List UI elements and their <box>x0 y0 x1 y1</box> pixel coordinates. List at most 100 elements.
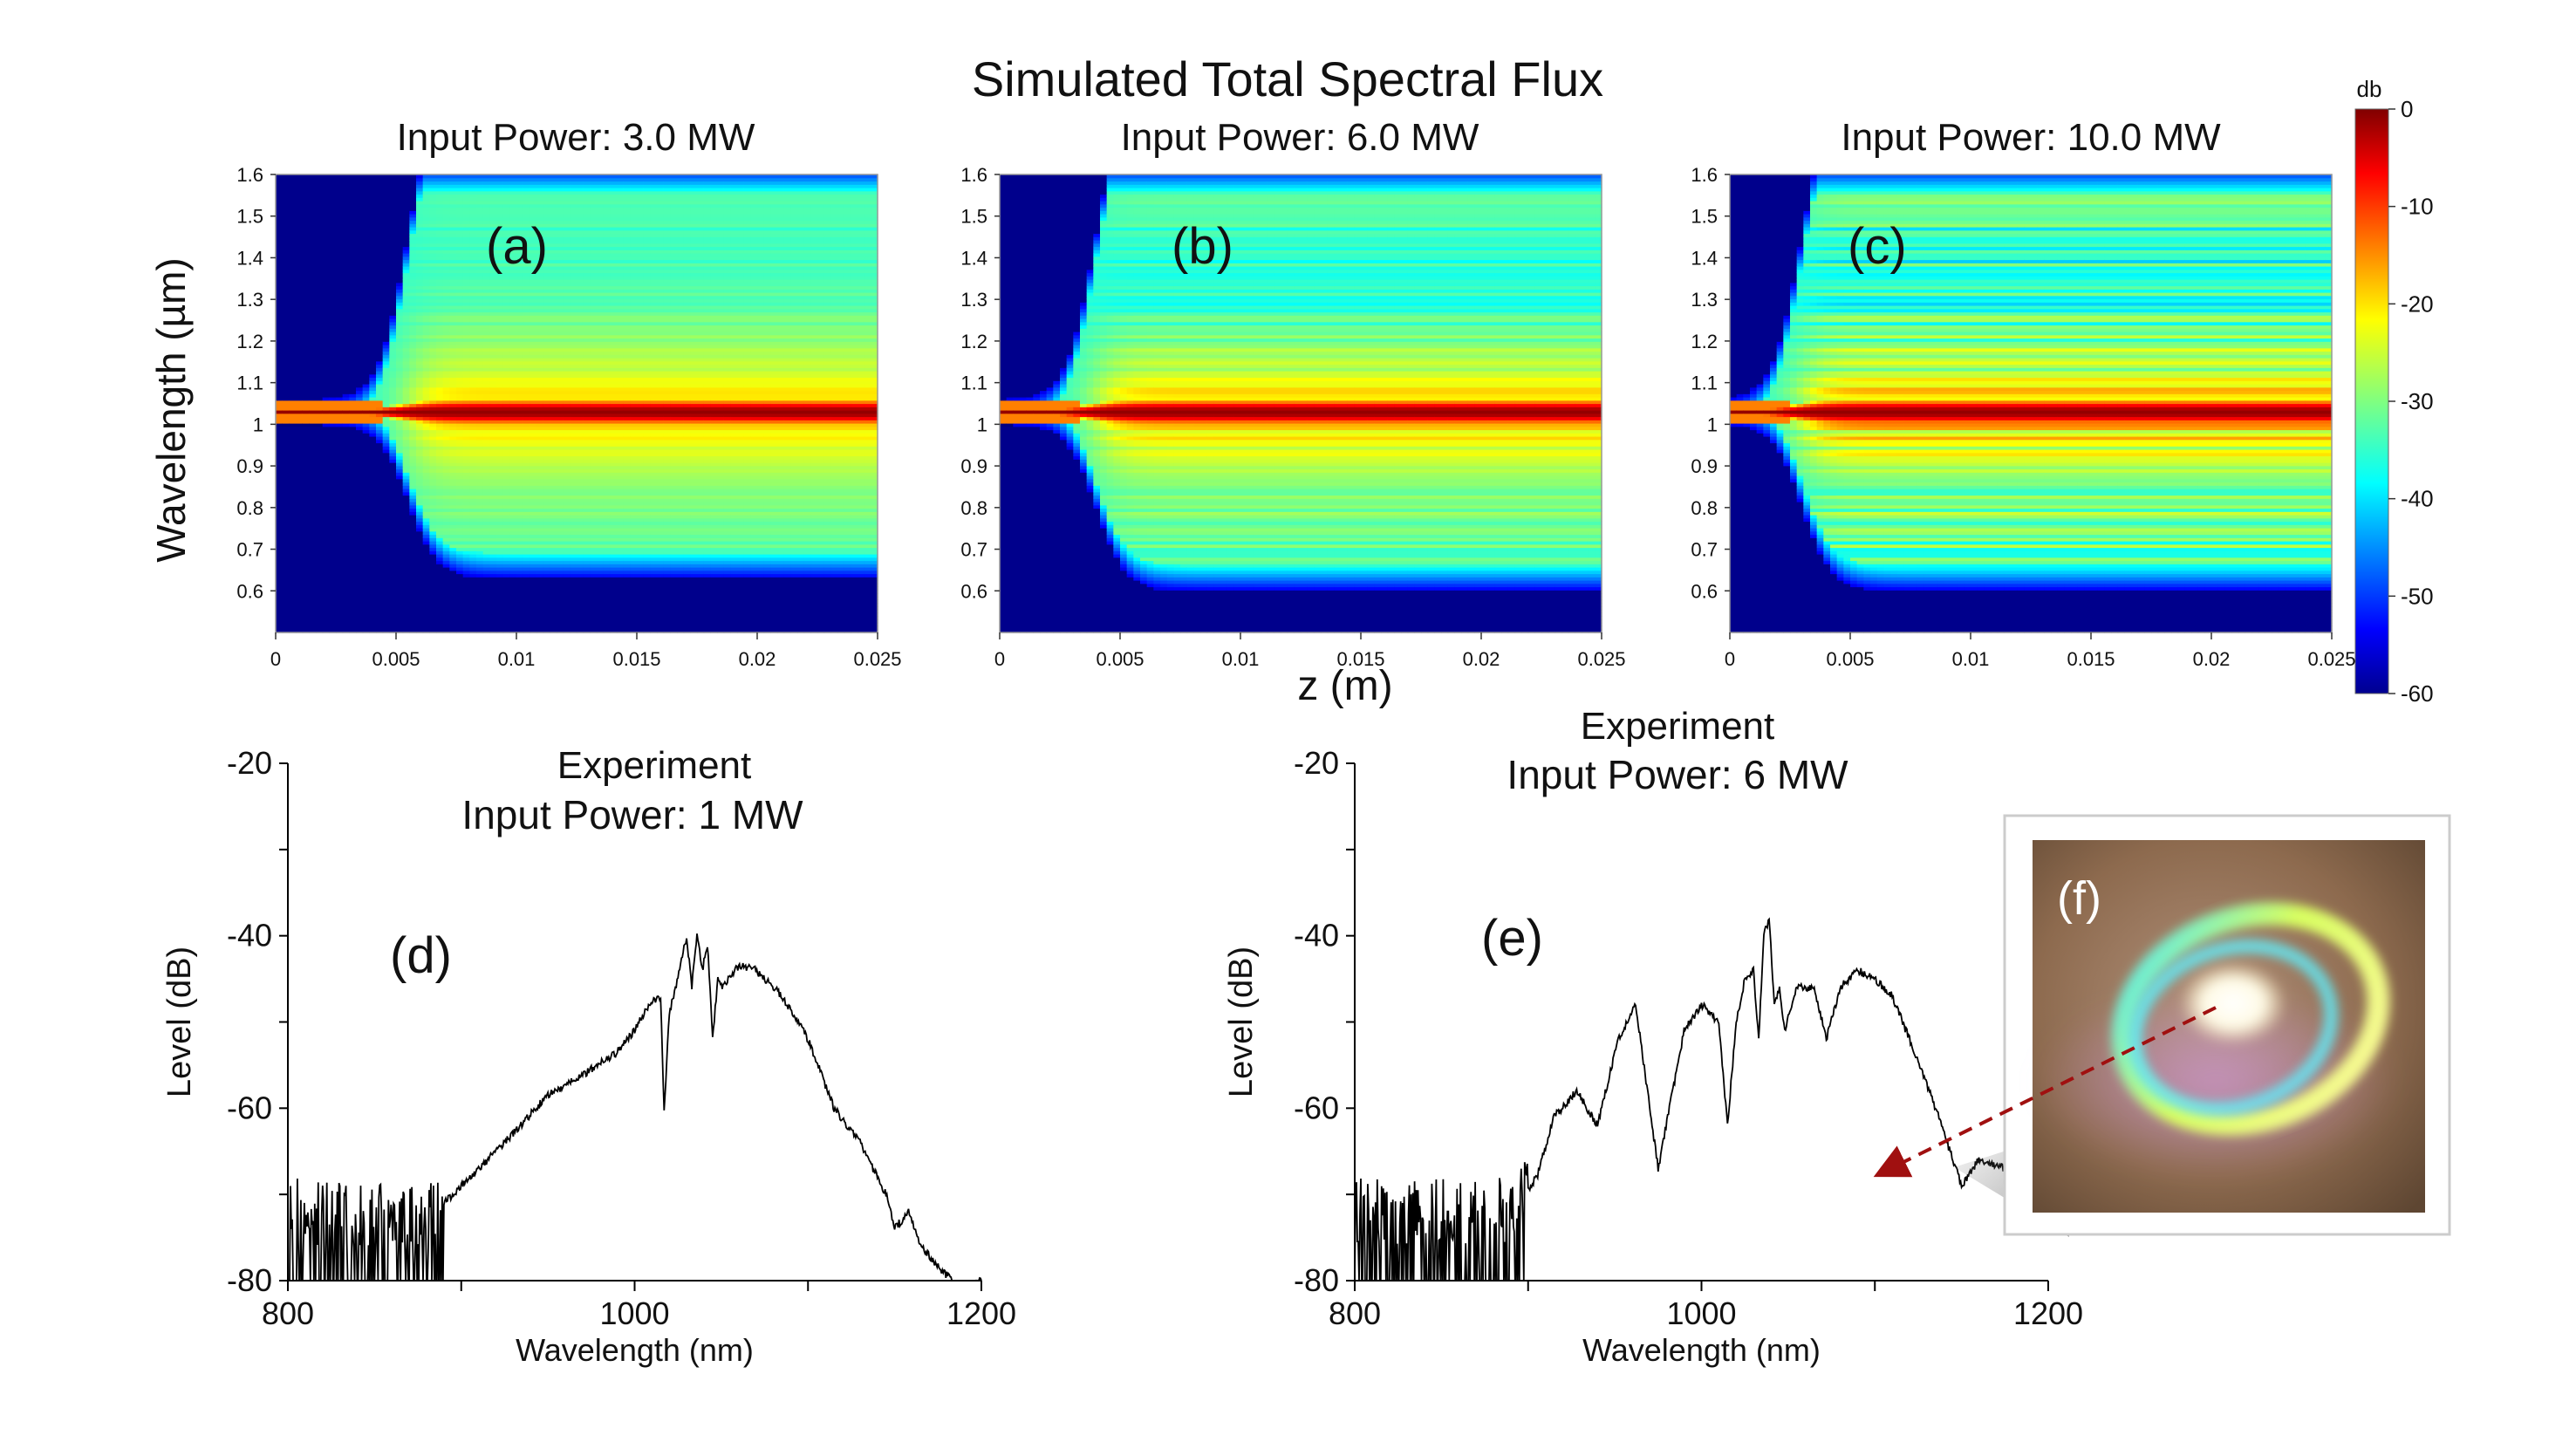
heatmap-cell <box>296 260 303 263</box>
heatmap-cell <box>296 590 303 593</box>
heatmap-cell <box>289 626 296 630</box>
heatmap-cell <box>289 352 296 355</box>
heatmap-cell <box>276 443 283 447</box>
heatmap-cell <box>309 531 316 535</box>
heatmap-cell <box>283 613 290 617</box>
heatmap-cell <box>283 371 290 374</box>
heatmap-cell <box>303 221 310 224</box>
heatmap-cell <box>303 410 310 414</box>
heatmap-cell <box>283 535 290 538</box>
heatmap-cell <box>309 446 316 449</box>
heatmap-cell <box>303 184 310 188</box>
heatmap-cell <box>303 597 310 600</box>
heatmap-cell <box>276 518 283 522</box>
heatmap-cell <box>296 201 303 204</box>
heatmap-cell <box>283 178 290 181</box>
heatmap-cell <box>276 243 283 247</box>
heatmap-cell <box>276 279 283 283</box>
heatmap-cell <box>303 230 310 234</box>
heatmap-cell <box>289 574 296 578</box>
heatmap-cell <box>309 292 316 296</box>
heatmap-cell <box>303 535 310 538</box>
heatmap-cell <box>303 603 310 606</box>
heatmap-cell <box>296 322 303 325</box>
heatmap-cell <box>283 548 290 551</box>
heatmap-cell <box>289 387 296 391</box>
heatmap-cell <box>309 289 316 292</box>
heatmap-cell <box>303 236 310 240</box>
heatmap-cell <box>289 221 296 224</box>
heatmap-cell <box>276 348 283 352</box>
heatmap-cell <box>303 462 310 466</box>
heatmap-cell <box>309 548 316 551</box>
heatmap-cell <box>303 322 310 325</box>
heatmap-cell <box>296 335 303 338</box>
heatmap-cell <box>309 571 316 574</box>
heatmap-cell <box>296 453 303 456</box>
heatmap-cell <box>309 466 316 469</box>
heatmap-cell <box>289 289 296 292</box>
heatmap-cell <box>296 548 303 551</box>
heatmap-cell <box>289 263 296 266</box>
heatmap-cell <box>309 338 316 342</box>
heatmap-cell <box>296 283 303 286</box>
heatmap-cell <box>289 188 296 191</box>
heatmap-cell <box>276 374 283 378</box>
heatmap-cell <box>296 204 303 208</box>
heatmap-cell <box>289 584 296 587</box>
heatmap-cell <box>303 181 310 185</box>
heatmap-cell <box>309 623 316 626</box>
heatmap-cell <box>303 204 310 208</box>
heatmap-cell <box>276 227 283 230</box>
heatmap-cell <box>303 606 310 610</box>
heatmap-cell <box>303 584 310 587</box>
heatmap-cell <box>309 524 316 528</box>
heatmap-cell <box>276 469 283 473</box>
heatmap-cell <box>276 524 283 528</box>
heatmap-cell <box>309 286 316 290</box>
heatmap-cell <box>276 550 283 554</box>
heatmap-cell <box>276 354 283 358</box>
heatmap-cell <box>296 593 303 597</box>
heatmap-cell <box>303 613 310 617</box>
heatmap-cell <box>289 345 296 348</box>
heatmap-cell <box>276 286 283 290</box>
heatmap-cell <box>296 597 303 600</box>
heatmap-cell <box>289 518 296 522</box>
heatmap-cell <box>296 472 303 475</box>
heatmap-cell <box>289 462 296 466</box>
heatmap-cell <box>303 561 310 564</box>
heatmap-cell <box>289 296 296 299</box>
heatmap-cell <box>309 318 316 322</box>
heatmap-cell <box>276 384 283 387</box>
heatmap-cell <box>283 204 290 208</box>
heatmap-cell <box>296 443 303 447</box>
heatmap-cell <box>296 315 303 318</box>
heatmap-cell <box>309 380 316 384</box>
heatmap-cell <box>289 404 296 407</box>
heatmap-cell <box>276 548 283 551</box>
heatmap-cell <box>289 580 296 584</box>
heatmap-cell <box>289 548 296 551</box>
heatmap-cell <box>289 489 296 492</box>
heatmap-cell <box>289 577 296 580</box>
heatmap-cell <box>296 243 303 247</box>
heatmap-cell <box>303 305 310 309</box>
heatmap-cell <box>303 557 310 561</box>
heatmap-cell <box>289 522 296 525</box>
heatmap-cell <box>276 345 283 348</box>
heatmap-cell <box>276 485 283 489</box>
heatmap-cell <box>289 414 296 417</box>
heatmap-cell <box>283 195 290 198</box>
heatmap-cell <box>289 571 296 574</box>
heatmap-cell <box>276 475 283 479</box>
heatmap-cell <box>296 188 303 191</box>
heatmap-cell <box>276 410 283 414</box>
heatmap-cell <box>309 453 316 456</box>
heatmap-cell <box>289 417 296 420</box>
heatmap-cell <box>303 479 310 482</box>
heatmap-cell <box>276 318 283 322</box>
heatmap-cell <box>296 449 303 453</box>
heatmap-cell <box>289 358 296 361</box>
heatmap-cell <box>309 410 316 414</box>
